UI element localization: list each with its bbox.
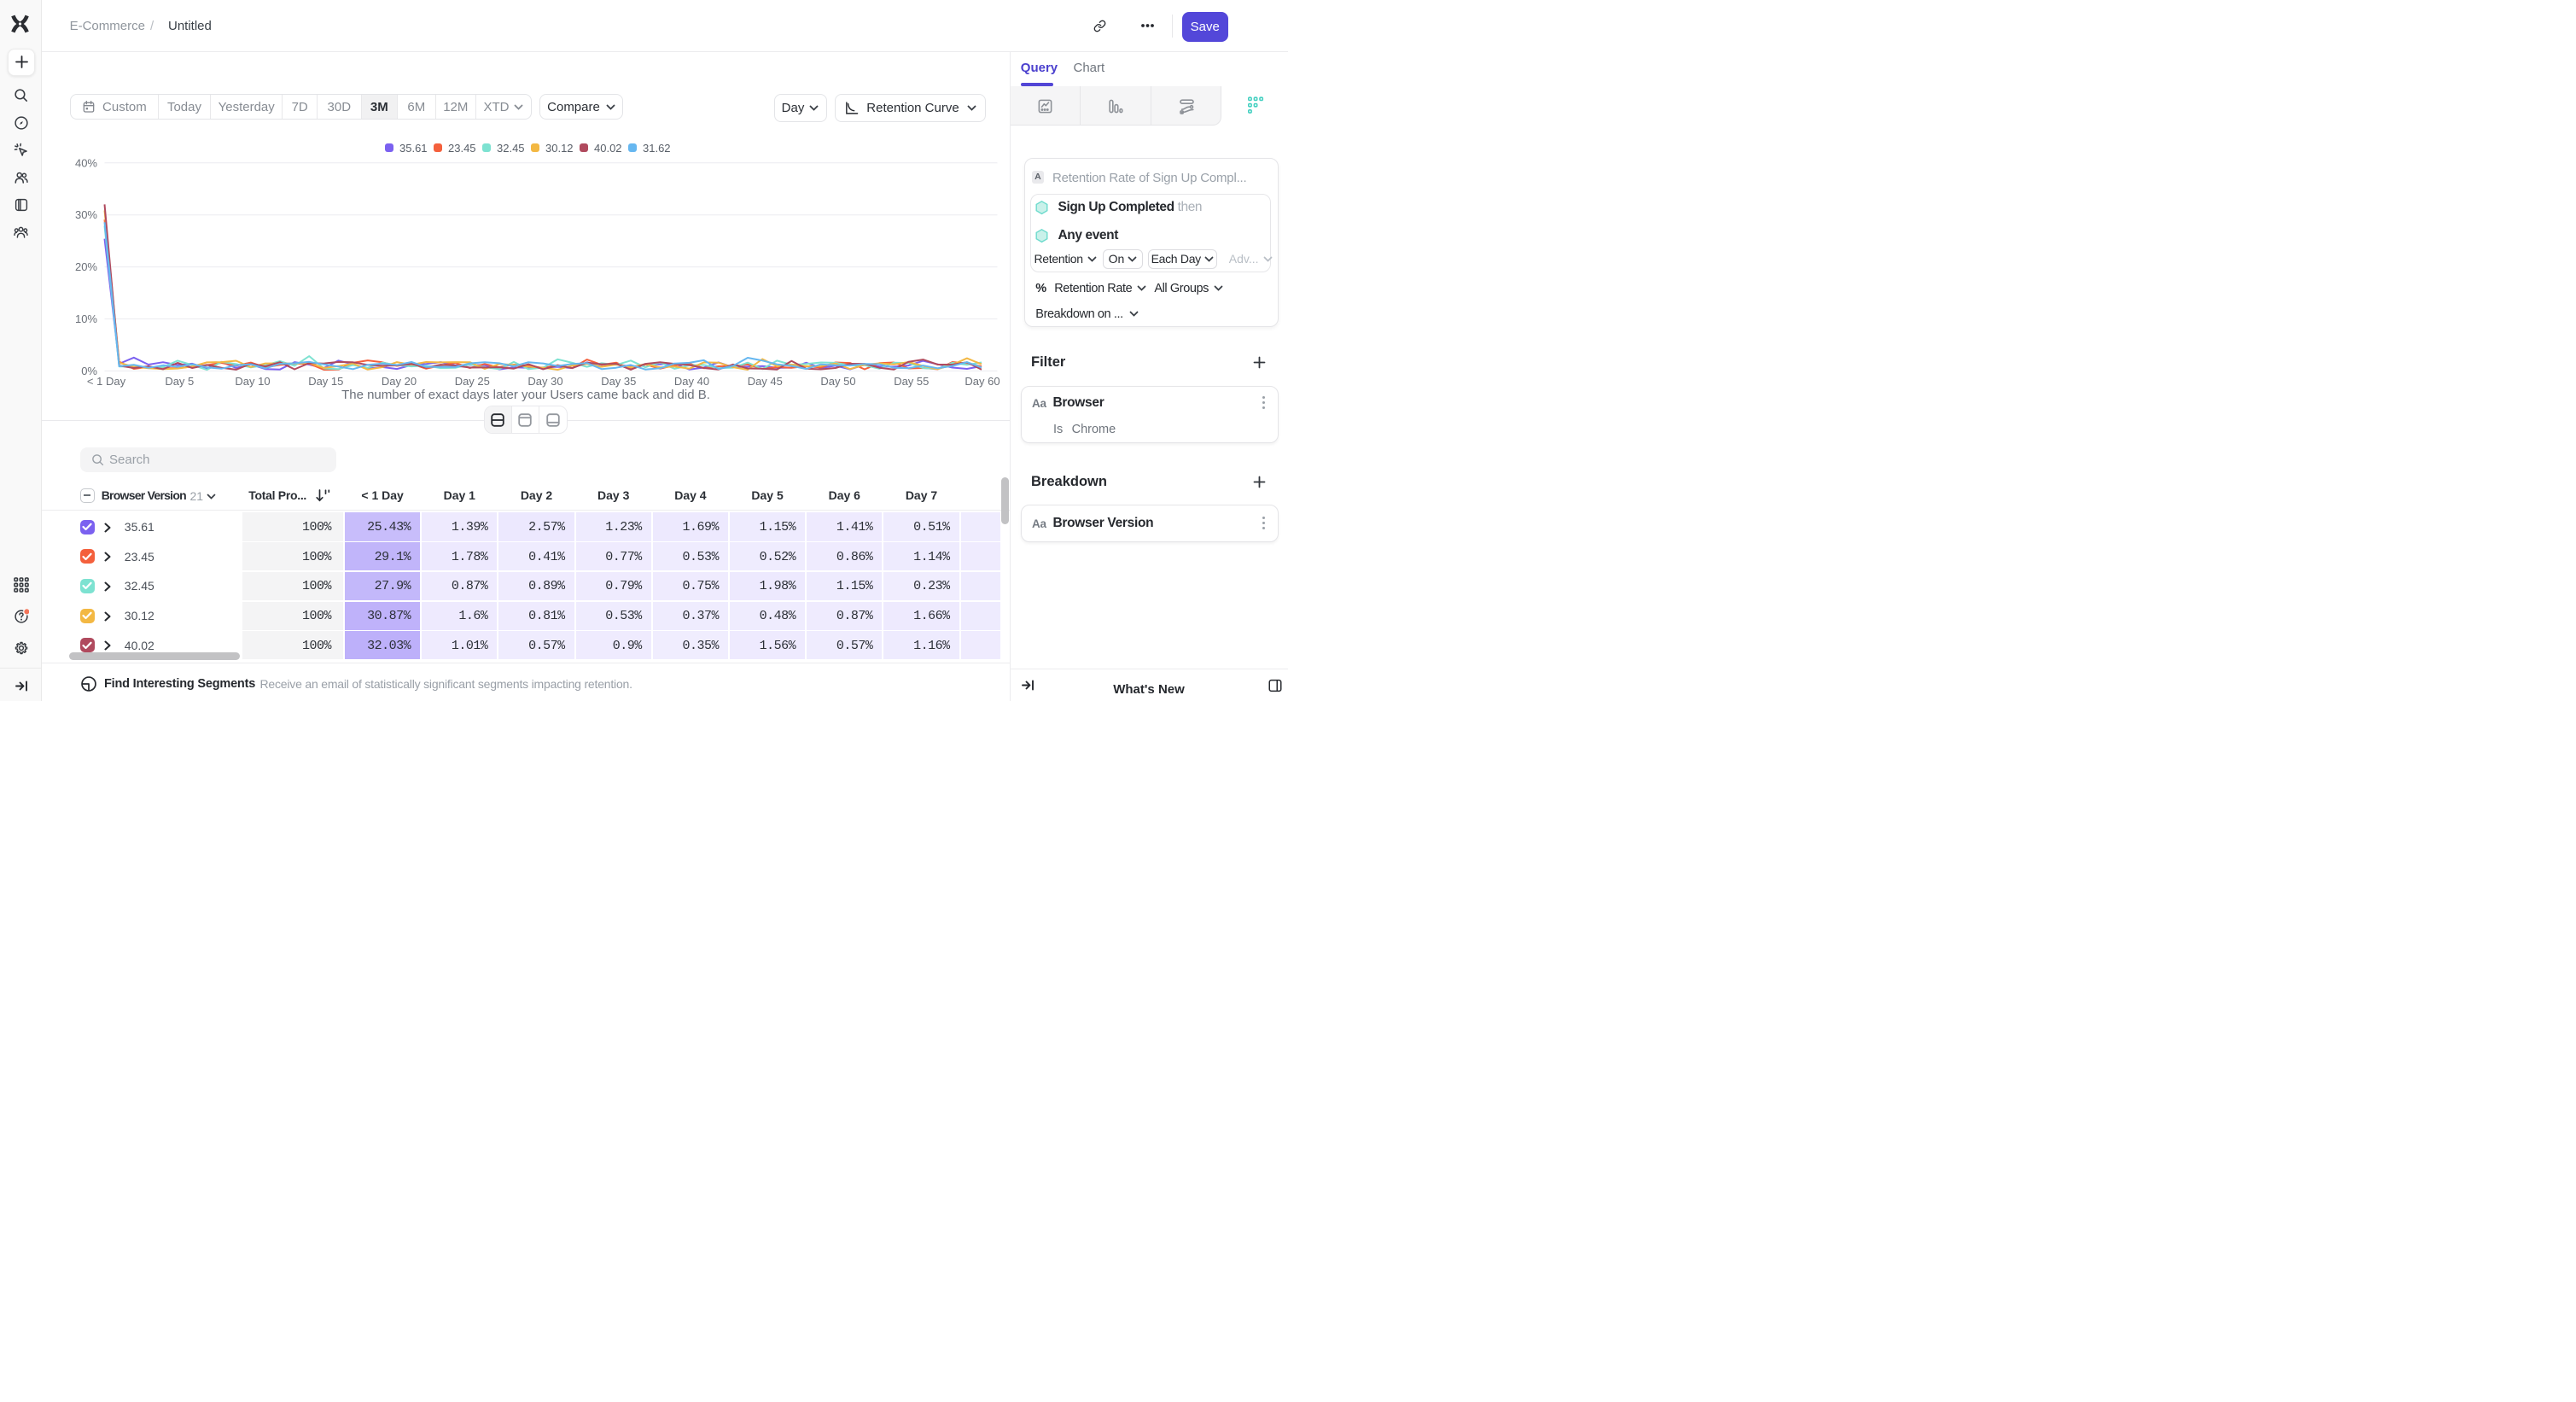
svg-text:Day 40: Day 40 — [673, 375, 708, 388]
svg-text:Day 60: Day 60 — [965, 375, 1000, 388]
svg-text:Day 5: Day 5 — [165, 375, 194, 388]
svg-text:Day 45: Day 45 — [747, 375, 782, 388]
svg-text:Day 50: Day 50 — [820, 375, 855, 388]
svg-text:Day 15: Day 15 — [308, 375, 343, 388]
svg-text:0%: 0% — [81, 365, 97, 377]
svg-text:The number of exact days later: The number of exact days later your User… — [341, 388, 710, 402]
svg-text:Day 20: Day 20 — [381, 375, 416, 388]
svg-text:30%: 30% — [74, 208, 96, 221]
svg-text:10%: 10% — [74, 313, 96, 325]
svg-text:Day 55: Day 55 — [894, 375, 929, 388]
svg-text:< 1 Day: < 1 Day — [86, 375, 125, 388]
svg-text:Day 30: Day 30 — [527, 375, 562, 388]
svg-text:20%: 20% — [74, 260, 96, 273]
svg-text:Day 25: Day 25 — [454, 375, 489, 388]
svg-text:Day 10: Day 10 — [235, 375, 270, 388]
svg-text:Day 35: Day 35 — [601, 375, 636, 388]
svg-text:40%: 40% — [74, 156, 96, 169]
